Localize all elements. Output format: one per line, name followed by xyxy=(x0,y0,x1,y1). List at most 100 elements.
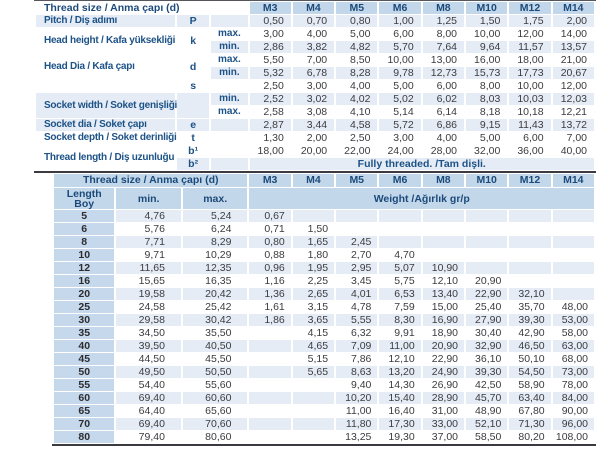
dimension-row: Head height / Kafa yüksekliği k max. 3,00 4,… xyxy=(36,28,594,47)
weight-cell: 5,15 xyxy=(307,353,329,365)
tolerance-label: max. xyxy=(217,28,241,39)
weight-cell: 20,90 xyxy=(422,340,465,352)
value-cell: 5,50 xyxy=(263,54,284,66)
value-cell: 6,86 xyxy=(422,119,465,131)
value-cell: 10,00 xyxy=(474,28,501,40)
value-cell: 10,00 xyxy=(517,80,544,92)
weight-cell: 22,90 xyxy=(466,288,508,300)
value-cell: 3,00 xyxy=(393,132,414,144)
value-cell: 20,67 xyxy=(552,67,594,79)
weight-cell: 19,30 xyxy=(388,431,415,443)
weight-cell xyxy=(379,210,421,222)
value-cell: 2,58 xyxy=(263,106,284,118)
max-value-cell: 60,60 xyxy=(182,392,248,404)
weight-cell: 26,90 xyxy=(431,379,459,391)
weight-cell xyxy=(509,275,550,287)
value-cell: 1,50 xyxy=(466,15,508,27)
weight-cell: 18,90 xyxy=(431,327,459,339)
value-cell: 9,78 xyxy=(379,67,421,79)
value-cell: 2,87 xyxy=(249,119,291,131)
weight-cell xyxy=(466,223,507,235)
weight-cell: 9,91 xyxy=(394,327,415,339)
value-cell: 8,28 xyxy=(336,67,378,79)
row-label xyxy=(36,80,175,92)
weight-cell xyxy=(293,431,334,443)
weight-cell: 14,30 xyxy=(388,379,415,391)
dimension-row: Socket depth / Soket derinliği t 1,30 2,00 2… xyxy=(36,132,594,144)
weight-cell xyxy=(292,210,335,222)
max-value-cell: 40,50 xyxy=(182,340,248,352)
value-cell: 22,00 xyxy=(344,145,371,157)
weights-table: Thread size / Anma çapı (d) M3 M4 M5 M6 M8 M10… xyxy=(52,173,596,446)
weight-cell: 1,95 xyxy=(292,262,335,274)
weight-cell xyxy=(249,431,290,443)
value-cell: 3,00 xyxy=(306,80,328,92)
value-cell: 12,00 xyxy=(517,28,544,40)
value-cell: 5,02 xyxy=(379,93,421,105)
min-value-cell: 19,58 xyxy=(116,288,181,300)
weight-row: 65 64,40 65,60 11,00 16,40 31,00 48,90 67,80 90,… xyxy=(54,405,594,417)
weight-cell: 7,86 xyxy=(350,353,372,365)
value-cell: 9,64 xyxy=(466,41,508,53)
weight-cell: 5,65 xyxy=(292,366,335,378)
weight-cell: 16,90 xyxy=(422,314,465,326)
min-value-cell: 69,40 xyxy=(116,418,181,430)
length-cell: 8 xyxy=(54,236,115,248)
value-cell: 4,58 xyxy=(336,119,378,131)
min-value-cell: 39,50 xyxy=(116,340,181,352)
weights-subheader-row: Length Boy min. max. Weight /Ağırlık gr/p xyxy=(54,188,594,209)
max-value-cell: 65,60 xyxy=(205,405,232,417)
weight-cell xyxy=(249,327,290,339)
weight-cell: 0,80 xyxy=(249,236,291,248)
value-cell: 10,03 xyxy=(509,93,551,105)
weight-cell xyxy=(466,262,508,274)
value-cell: 8,50 xyxy=(349,54,371,66)
length-cell: 16 xyxy=(54,275,115,287)
size-header: M6 xyxy=(379,174,421,187)
value-cell: 6,14 xyxy=(436,106,458,118)
weight-cell: 22,90 xyxy=(431,353,459,365)
weight-cell: 73,00 xyxy=(552,366,594,378)
max-value-cell: 10,29 xyxy=(205,249,232,261)
weight-cell xyxy=(292,418,335,430)
row-label: Head height / Kafa yüksekliği xyxy=(44,34,176,46)
param-symbol: s xyxy=(190,80,197,92)
weight-cell: 1,65 xyxy=(292,236,335,248)
param-symbol: b¹ xyxy=(188,145,199,157)
weight-cell xyxy=(293,405,334,417)
value-cell: 10,18 xyxy=(517,106,544,118)
weight-cell: 13,20 xyxy=(379,366,421,378)
max-value-cell: 80,60 xyxy=(205,431,232,443)
weight-cell: 28,90 xyxy=(422,392,465,404)
min-value-cell: 79,40 xyxy=(138,431,165,443)
weight-cell: 11,00 xyxy=(379,340,421,352)
weight-cell xyxy=(466,236,508,248)
tolerance-label xyxy=(211,80,247,92)
weight-cell: 11,80 xyxy=(336,418,378,430)
size-header: M3 xyxy=(249,2,291,14)
min-value-cell: 44,50 xyxy=(138,353,165,365)
min-column-header: min. xyxy=(116,188,181,209)
weight-cell xyxy=(293,379,334,391)
value-cell: 5,00 xyxy=(479,132,501,144)
max-value-cell: 25,42 xyxy=(205,301,232,313)
weight-cell xyxy=(249,392,291,404)
value-cell: 1,30 xyxy=(263,132,284,144)
value-cell: 5,72 xyxy=(379,119,421,131)
weight-row: 20 19,58 20,42 1,36 2,65 4,01 6,53 13,40 22,90 32… xyxy=(54,288,594,300)
size-header: M12 xyxy=(509,2,551,14)
value-cell: 5,32 xyxy=(249,67,291,79)
weight-cell: 30,40 xyxy=(475,327,502,339)
weight-cell: 4,70 xyxy=(394,249,415,261)
weight-cell xyxy=(509,236,551,248)
row-label: Thread length / Diş uzunluğu xyxy=(44,151,175,163)
weight-cell: 54,50 xyxy=(509,366,551,378)
min-value-cell: 34,50 xyxy=(138,327,165,339)
weight-cell: 80,20 xyxy=(518,431,545,443)
weight-cell xyxy=(509,262,551,274)
value-cell: 5,00 xyxy=(349,28,371,40)
weight-cell: 0,88 xyxy=(264,249,285,261)
value-cell: 5,00 xyxy=(393,80,414,92)
param-symbol: b² xyxy=(177,158,210,170)
